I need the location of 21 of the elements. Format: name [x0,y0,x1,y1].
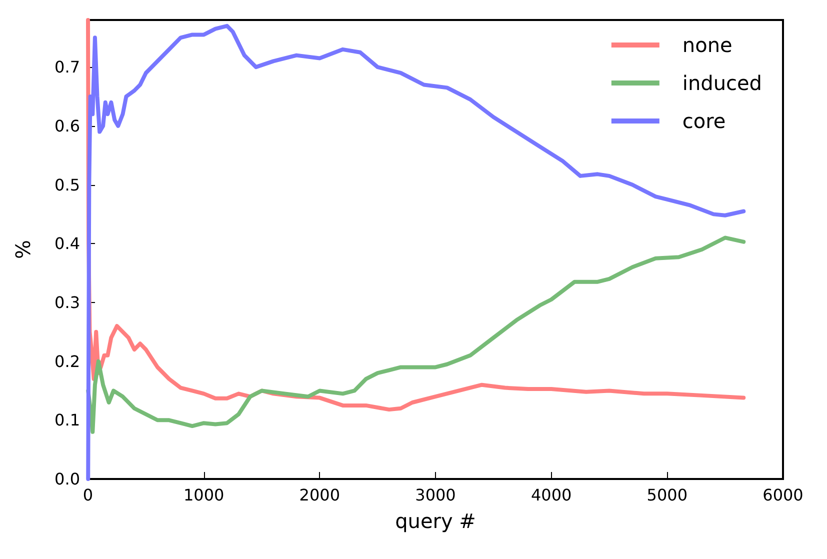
y-tick-label: 0.5 [54,175,80,194]
legend-label: none [682,33,732,57]
y-tick-label: 0.6 [54,116,80,136]
legend-label: core [682,109,726,133]
x-tick-label: 5000 [646,486,688,504]
x-tick-label: 6000 [762,486,804,504]
line-series [86,236,746,434]
legend-label: induced [682,71,762,95]
x-tick-label: 3000 [415,486,456,504]
x-tick-label: 1000 [183,486,224,504]
y-tick-label: 0.0 [54,470,80,488]
y-tick-label: 0.7 [54,58,80,77]
y-axis-title: % [11,240,35,260]
y-tick-label: 0.4 [54,234,80,254]
x-axis-title: query # [395,509,476,533]
y-tick-label: 0.1 [54,410,80,430]
x-tick-label: 4000 [530,486,572,504]
x-tick-label: 2000 [299,486,340,504]
y-tick-label: 0.2 [54,352,80,371]
y-tick-label: 0.3 [54,292,80,312]
x-tick-label: 0 [82,486,94,504]
